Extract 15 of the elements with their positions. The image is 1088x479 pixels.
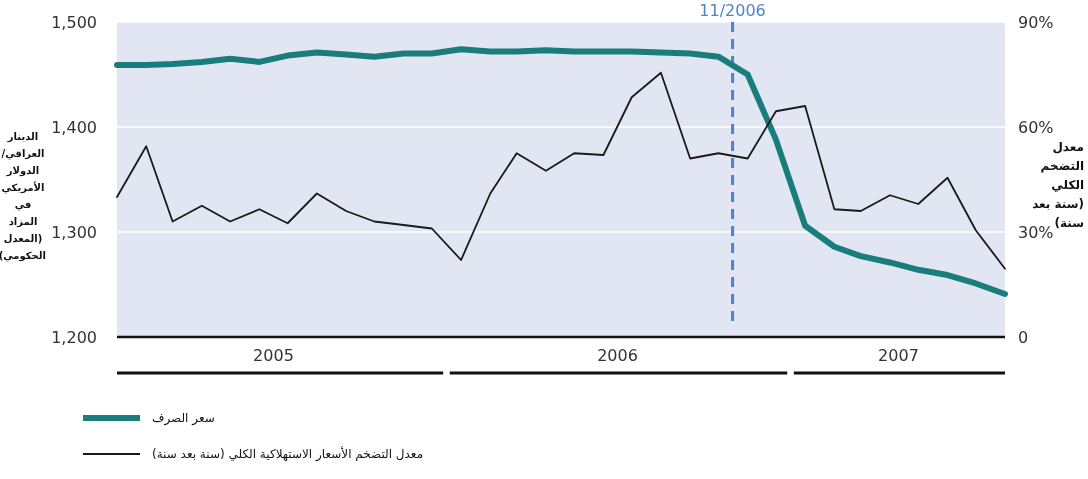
x-tick-label: 2006 — [597, 346, 638, 365]
y-axis-title: الدينار العراقي/ الدولار الأمريكي في المزاد (المعدل الحكومي) — [0, 130, 46, 264]
y2-tick-label: 60% — [1018, 118, 1054, 137]
legend-label: معدل التضخم الأسعار الاستهلاكية الكلي (سنة بعد سنة) — [152, 445, 424, 463]
x-tick-label: 2007 — [878, 346, 919, 365]
y2-tick-label: 90% — [1018, 13, 1054, 32]
y-tick-label: 1,300 — [51, 223, 97, 242]
y2-tick-label: 0 — [1018, 328, 1029, 347]
y-tick-label: 1,200 — [51, 328, 97, 347]
x-tick-label: 2005 — [253, 346, 294, 365]
y-tick-label: 1,500 — [51, 13, 97, 32]
line-series — [116, 71, 1006, 270]
y-tick-label: 1,400 — [51, 118, 97, 137]
ref-line-label: 11/2006 — [699, 1, 766, 20]
legend-label: سعر الصرف — [152, 410, 215, 428]
